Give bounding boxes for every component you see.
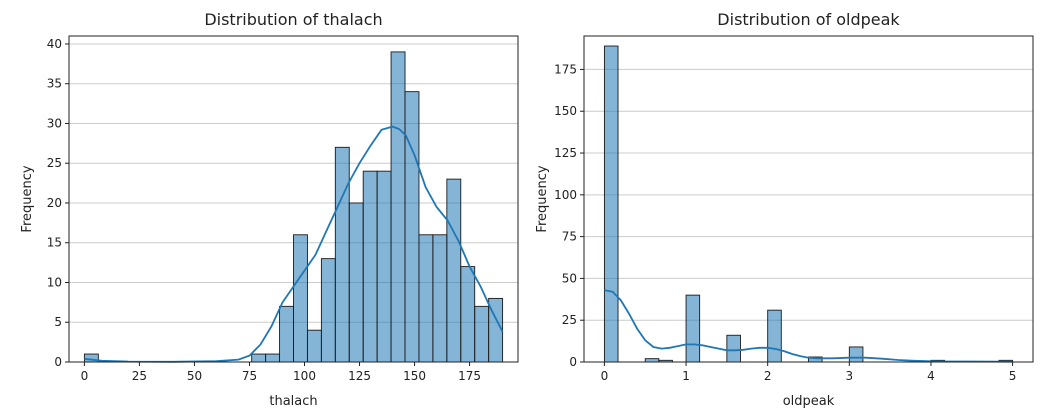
histogram-bar xyxy=(334,146,350,363)
y-axis-label: Frequency xyxy=(20,165,35,232)
histogram-bars xyxy=(83,51,504,363)
histogram-bar xyxy=(418,234,434,363)
y-gridlines xyxy=(584,68,1033,363)
histogram-bar xyxy=(279,305,294,363)
histogram-bar xyxy=(348,202,364,363)
thalach-histogram-panel: 0 25 50 75 100 125 150 175 0 5 10 15 20 25 30 35 40 Dis… xyxy=(20,10,519,409)
histogram-bar xyxy=(362,170,378,363)
histogram-bar xyxy=(603,45,619,363)
y-ticks: 0 25 50 75 100 125 150 175 xyxy=(554,62,584,369)
x-tick-label: 175 xyxy=(458,369,481,383)
y-tick-label: 100 xyxy=(554,188,577,202)
histogram-bar xyxy=(265,353,281,363)
histogram-bar xyxy=(685,294,701,363)
histogram-bar xyxy=(432,234,448,363)
histogram-bar xyxy=(848,346,864,363)
kde-line xyxy=(84,125,504,363)
x-tick-label: 0 xyxy=(601,369,609,383)
x-tick-label: 1 xyxy=(682,369,690,383)
x-tick-label: 150 xyxy=(403,369,426,383)
y-tick-label: 40 xyxy=(47,37,62,51)
y-tick-label: 75 xyxy=(562,230,577,244)
histogram-bar xyxy=(767,309,782,363)
x-tick-label: 5 xyxy=(1009,369,1017,383)
y-tick-label: 20 xyxy=(47,196,62,210)
x-tick-label: 3 xyxy=(845,369,853,383)
x-tick-label: 125 xyxy=(348,369,371,383)
y-tick-label: 25 xyxy=(47,156,62,170)
y-tick-label: 175 xyxy=(554,62,577,76)
y-tick-label: 125 xyxy=(554,146,577,160)
chart-title: Distribution of thalach xyxy=(204,10,382,29)
y-tick-label: 0 xyxy=(569,355,577,369)
histogram-bar xyxy=(293,234,308,363)
histogram-bar xyxy=(404,91,420,363)
x-tick-label: 2 xyxy=(764,369,772,383)
x-tick-label: 100 xyxy=(293,369,316,383)
histogram-bar xyxy=(251,353,267,363)
y-tick-label: 50 xyxy=(562,271,577,285)
x-tick-label: 75 xyxy=(242,369,257,383)
x-tick-label: 0 xyxy=(81,369,89,383)
histogram-bar xyxy=(726,334,741,363)
histogram-bar xyxy=(306,329,322,363)
x-axis-label: oldpeak xyxy=(783,394,835,409)
y-tick-label: 35 xyxy=(47,77,62,91)
y-tick-label: 25 xyxy=(562,313,577,327)
histogram-bar xyxy=(474,305,490,363)
x-tick-label: 4 xyxy=(927,369,935,383)
y-gridlines xyxy=(69,43,518,363)
plot-frame xyxy=(583,35,1034,363)
y-tick-label: 10 xyxy=(47,275,62,289)
histogram-bar xyxy=(320,258,336,363)
y-axis-label: Frequency xyxy=(535,165,550,232)
y-ticks: 0 5 10 15 20 25 30 35 40 xyxy=(47,37,69,369)
histogram-bar xyxy=(376,170,392,363)
y-tick-label: 5 xyxy=(54,315,62,329)
y-tick-label: 150 xyxy=(554,104,577,118)
histogram-bar xyxy=(460,266,476,363)
chart-title: Distribution of oldpeak xyxy=(717,10,900,29)
kde-line xyxy=(604,289,1013,363)
y-tick-label: 0 xyxy=(54,355,62,369)
plot-frame xyxy=(68,35,519,363)
histogram-bars xyxy=(603,45,1014,363)
x-tick-label: 50 xyxy=(187,369,202,383)
histogram-bar xyxy=(446,178,462,363)
oldpeak-histogram-panel: 0 1 2 3 4 5 0 25 50 75 100 125 150 175 Distribution … xyxy=(535,10,1034,409)
x-tick-label: 25 xyxy=(132,369,147,383)
y-tick-label: 30 xyxy=(47,116,62,130)
x-ticks: 0 1 2 3 4 5 xyxy=(601,362,1017,383)
histogram-bar xyxy=(644,358,660,363)
y-tick-label: 15 xyxy=(47,236,62,250)
x-axis-label: thalach xyxy=(269,394,317,409)
x-ticks: 0 25 50 75 100 125 150 175 xyxy=(81,362,481,383)
histogram-bar xyxy=(390,51,406,363)
